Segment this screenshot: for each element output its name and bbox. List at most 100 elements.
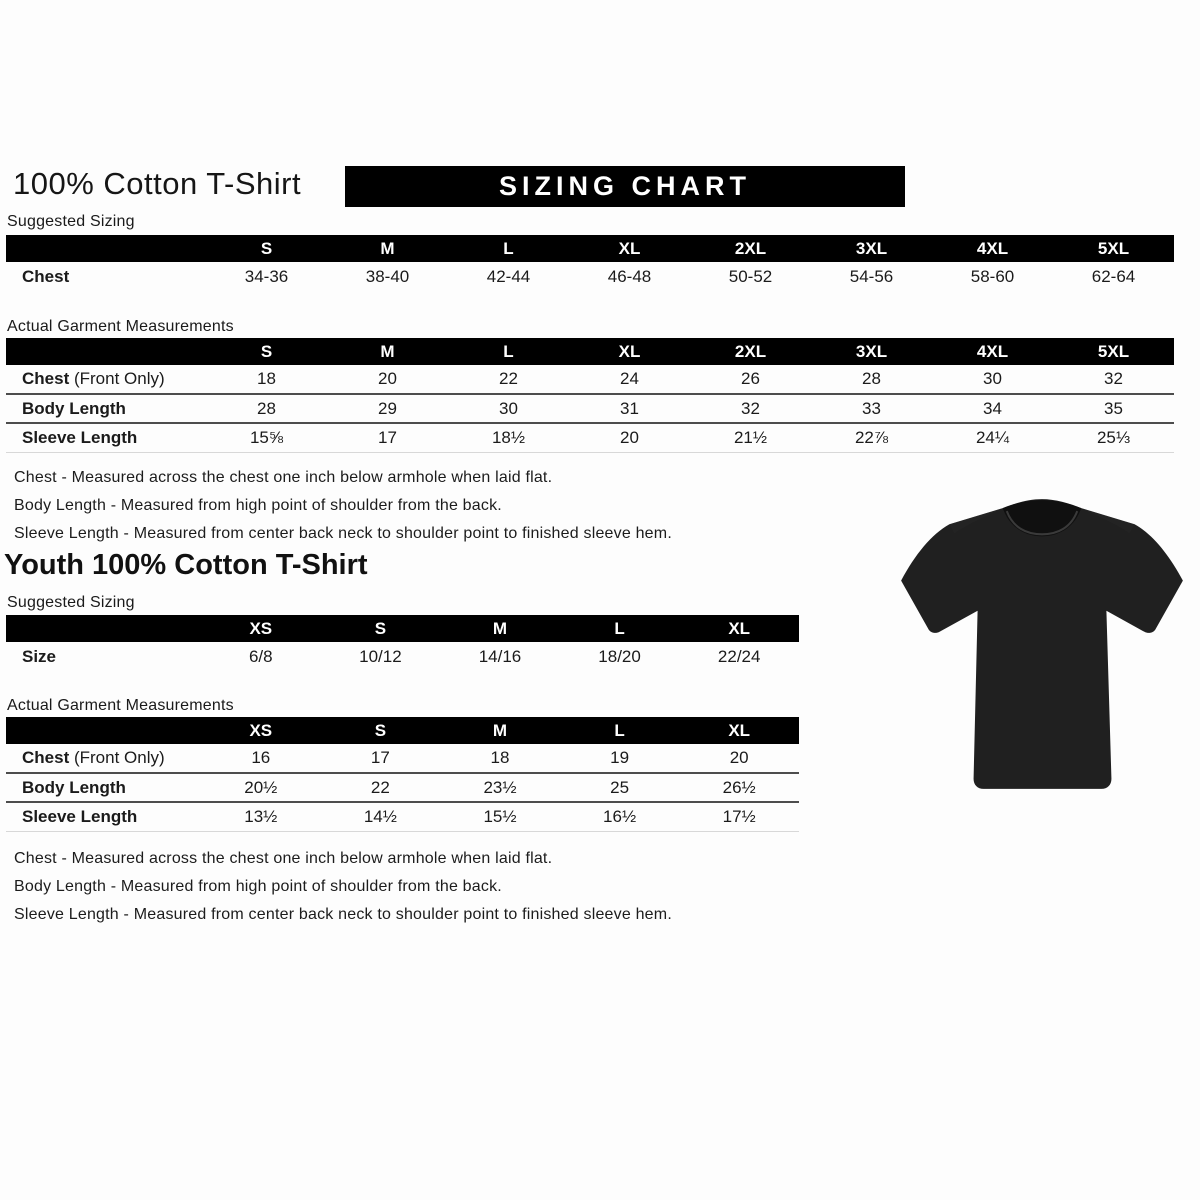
size-col-header: S <box>206 338 327 365</box>
measurement-value: 30 <box>448 393 569 423</box>
measurement-value: 17 <box>327 422 448 453</box>
row-label: Sleeve Length <box>6 422 206 453</box>
size-header-row: XS S M L XL <box>6 615 799 642</box>
size-col-header: S <box>320 615 441 642</box>
table-row-chest: Chest (Front Only) 18 20 22 24 26 28 30 … <box>6 365 1174 394</box>
measurement-value: 14½ <box>320 801 441 832</box>
measurement-value: 18½ <box>448 422 569 453</box>
empty-header-cell <box>6 338 206 365</box>
empty-header-cell <box>6 235 206 262</box>
youth-section-title: Youth 100% Cotton T-Shirt <box>4 549 368 581</box>
size-col-header: 5XL <box>1053 338 1174 365</box>
sizing-chart-banner: SIZING CHART <box>345 166 905 207</box>
measurement-value: 22/24 <box>717 646 761 666</box>
table-row-body-length: Body Length 20½ 22 23½ 25 26½ <box>6 772 799 802</box>
measurement-value: 54-56 <box>849 266 894 286</box>
measurement-value: 22 <box>499 369 518 388</box>
size-header-row: S M L XL 2XL 3XL 4XL 5XL <box>6 338 1174 365</box>
size-col-header: XS <box>201 717 321 744</box>
measurement-value: 10/12 <box>359 646 402 666</box>
youth-actual-measurements-table: XS S M L XL Chest (Front Only) 16 17 18 … <box>6 717 799 832</box>
size-col-header: 2XL <box>690 338 811 365</box>
youth-actual-measurements-label: Actual Garment Measurements <box>7 697 234 714</box>
row-label: Chest (Front Only) <box>22 369 165 388</box>
youth-suggested-sizing-label: Suggested Sizing <box>7 594 135 611</box>
note-body-length: Body Length - Measured from high point o… <box>14 878 502 895</box>
size-col-header: S <box>320 717 441 744</box>
measurement-value: 24¼ <box>932 422 1053 453</box>
measurement-value: 32 <box>1104 369 1123 388</box>
tshirt-body <box>901 499 1183 789</box>
size-col-header: L <box>559 717 680 744</box>
measurement-value: 20 <box>378 369 397 388</box>
size-col-header: S <box>206 235 327 262</box>
measurement-value: 20 <box>729 748 749 767</box>
measurement-value: 34-36 <box>244 266 289 286</box>
size-header-row: XS S M L XL <box>6 717 799 744</box>
size-col-header: L <box>559 615 680 642</box>
size-col-header: XL <box>569 338 690 365</box>
adult-actual-measurements-table: S M L XL 2XL 3XL 4XL 5XL Chest (Front On… <box>6 338 1174 453</box>
size-header-row: S M L XL 2XL 3XL 4XL 5XL <box>6 235 1174 262</box>
adult-measurement-notes: Chest - Measured across the chest one in… <box>14 464 672 548</box>
empty-header-cell <box>6 717 201 744</box>
measurement-value: 14/16 <box>478 646 522 666</box>
size-col-header: XL <box>569 235 690 262</box>
size-col-header: L <box>448 235 569 262</box>
measurement-value: 35 <box>1053 393 1174 423</box>
measurement-value: 20½ <box>201 772 321 802</box>
table-row-body-length: Body Length 28 29 30 31 32 33 34 35 <box>6 393 1174 423</box>
measurement-value: 16 <box>251 748 271 767</box>
measurement-value: 15½ <box>440 801 560 832</box>
size-col-header: M <box>440 717 560 744</box>
measurement-value: 19 <box>610 748 630 767</box>
measurement-value: 30 <box>983 369 1002 388</box>
measurement-value: 18/20 <box>598 646 641 666</box>
measurement-value: 34 <box>932 393 1053 423</box>
measurement-value: 31 <box>569 393 690 423</box>
size-col-header: 2XL <box>690 235 811 262</box>
measurement-value: 46-48 <box>607 266 652 286</box>
note-body-length: Body Length - Measured from high point o… <box>14 497 502 514</box>
row-label: Body Length <box>6 772 201 802</box>
tshirt-collar-rib <box>1005 510 1079 536</box>
adult-suggested-sizing-label: Suggested Sizing <box>7 213 135 230</box>
measurement-value: 16½ <box>559 801 680 832</box>
measurement-value: 17½ <box>679 801 799 832</box>
size-col-header: XL <box>679 615 799 642</box>
row-label: Chest <box>22 266 70 286</box>
measurement-value: 17 <box>370 748 390 767</box>
measurement-value: 18 <box>490 748 510 767</box>
adult-suggested-sizing-table: S M L XL 2XL 3XL 4XL 5XL Chest 34-36 38-… <box>6 235 1174 291</box>
size-col-header: L <box>448 338 569 365</box>
size-col-header: 4XL <box>932 235 1053 262</box>
measurement-value: 24 <box>620 369 639 388</box>
table-row-chest: Chest 34-36 38-40 42-44 46-48 50-52 54-5… <box>6 262 1174 291</box>
row-label: Size <box>22 646 57 666</box>
measurement-value: 50-52 <box>728 266 773 286</box>
measurement-value: 18 <box>257 369 276 388</box>
measurement-value: 22⅞ <box>811 422 932 453</box>
measurement-value: 33 <box>811 393 932 423</box>
size-col-header: XS <box>201 615 321 642</box>
measurement-value: 38-40 <box>365 266 410 286</box>
size-col-header: M <box>327 235 448 262</box>
empty-header-cell <box>6 615 201 642</box>
row-label: Sleeve Length <box>6 801 201 832</box>
youth-measurement-notes: Chest - Measured across the chest one in… <box>14 845 672 929</box>
table-row-sleeve-length: Sleeve Length 15⅝ 17 18½ 20 21½ 22⅞ 24¼ … <box>6 422 1174 453</box>
measurement-value: 6/8 <box>248 646 273 666</box>
measurement-value: 22 <box>320 772 441 802</box>
table-row-chest: Chest (Front Only) 16 17 18 19 20 <box>6 744 799 773</box>
tshirt-collar <box>1002 500 1082 537</box>
note-sleeve-length: Sleeve Length - Measured from center bac… <box>14 525 672 542</box>
black-tshirt-photo <box>901 499 1183 789</box>
note-sleeve-length: Sleeve Length - Measured from center bac… <box>14 906 672 923</box>
measurement-value: 15⅝ <box>206 422 327 453</box>
size-col-header: M <box>440 615 560 642</box>
note-chest: Chest - Measured across the chest one in… <box>14 850 553 867</box>
measurement-value: 29 <box>327 393 448 423</box>
size-col-header: 3XL <box>811 235 932 262</box>
measurement-value: 32 <box>690 393 811 423</box>
measurement-value: 20 <box>569 422 690 453</box>
